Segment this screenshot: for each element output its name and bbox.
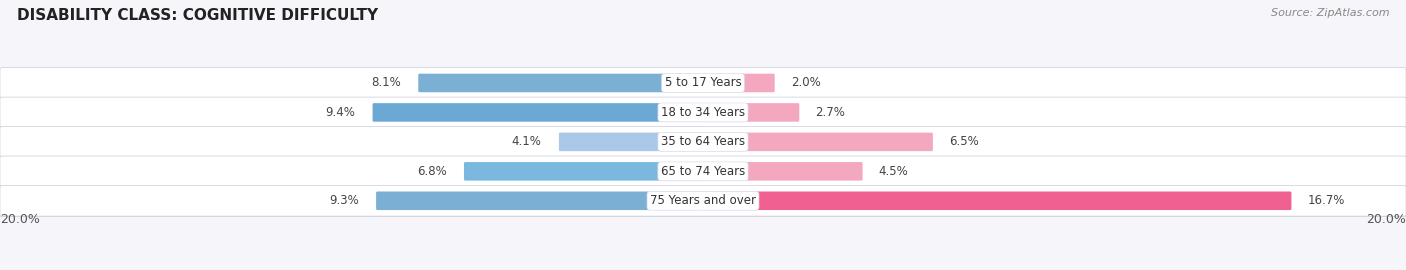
Text: 75 Years and over: 75 Years and over (650, 194, 756, 207)
FancyBboxPatch shape (373, 103, 704, 122)
Text: 8.1%: 8.1% (371, 76, 401, 89)
Text: 65 to 74 Years: 65 to 74 Years (661, 165, 745, 178)
FancyBboxPatch shape (0, 127, 1406, 157)
Text: 6.8%: 6.8% (416, 165, 447, 178)
FancyBboxPatch shape (703, 162, 863, 181)
FancyBboxPatch shape (703, 191, 1292, 210)
FancyBboxPatch shape (703, 74, 775, 92)
FancyBboxPatch shape (0, 185, 1406, 216)
Text: Source: ZipAtlas.com: Source: ZipAtlas.com (1271, 8, 1389, 18)
Text: DISABILITY CLASS: COGNITIVE DIFFICULTY: DISABILITY CLASS: COGNITIVE DIFFICULTY (17, 8, 378, 23)
FancyBboxPatch shape (419, 74, 704, 92)
FancyBboxPatch shape (0, 97, 1406, 128)
Text: 9.4%: 9.4% (325, 106, 354, 119)
Text: 6.5%: 6.5% (949, 135, 979, 149)
Text: 16.7%: 16.7% (1308, 194, 1346, 207)
Text: 18 to 34 Years: 18 to 34 Years (661, 106, 745, 119)
FancyBboxPatch shape (703, 103, 799, 122)
Text: 35 to 64 Years: 35 to 64 Years (661, 135, 745, 149)
Text: 5 to 17 Years: 5 to 17 Years (665, 76, 741, 89)
FancyBboxPatch shape (560, 133, 704, 151)
FancyBboxPatch shape (464, 162, 704, 181)
FancyBboxPatch shape (0, 68, 1406, 98)
FancyBboxPatch shape (375, 191, 704, 210)
Text: 2.0%: 2.0% (790, 76, 821, 89)
Text: 20.0%: 20.0% (1367, 212, 1406, 225)
Text: 2.7%: 2.7% (815, 106, 845, 119)
FancyBboxPatch shape (0, 156, 1406, 187)
Text: 4.1%: 4.1% (512, 135, 541, 149)
Text: 20.0%: 20.0% (0, 212, 39, 225)
Text: 9.3%: 9.3% (329, 194, 359, 207)
Text: 4.5%: 4.5% (879, 165, 908, 178)
FancyBboxPatch shape (703, 133, 934, 151)
